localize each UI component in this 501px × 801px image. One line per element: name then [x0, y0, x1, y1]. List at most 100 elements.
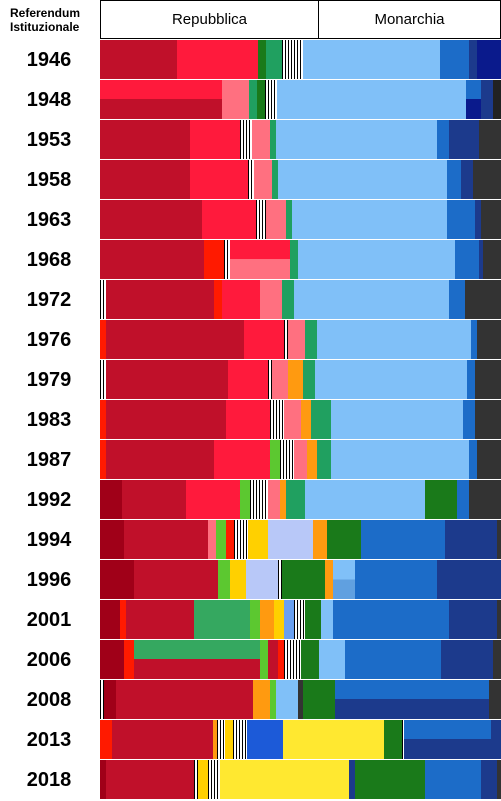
bar-segment: [335, 680, 489, 699]
bar-segment: [100, 160, 190, 199]
bar-segment: [475, 360, 501, 399]
bar-row-1946: [100, 40, 501, 80]
bar-segment: [331, 440, 469, 479]
bar-segment: [481, 99, 493, 119]
bar-segment: [425, 760, 481, 799]
bar-segment: [253, 680, 270, 699]
bar-segment: [447, 160, 461, 199]
year-label: 1996: [26, 568, 72, 591]
bar-segment: [260, 600, 274, 639]
bar-segment: [333, 560, 355, 599]
bar-segment: [244, 320, 284, 359]
bar-segment: [198, 760, 208, 799]
bar-segment: [257, 99, 265, 119]
year-label: 1983: [26, 408, 72, 431]
bar-row-1987: [100, 440, 501, 480]
bar-segment: [402, 739, 404, 759]
bar-segment: [307, 440, 317, 479]
bar-segment: [483, 240, 501, 259]
bar-segment: [301, 400, 311, 439]
year-label: 2008: [26, 688, 72, 711]
bar-segment: [276, 680, 298, 699]
bar-segment: [489, 680, 501, 699]
bar-segment: [319, 640, 345, 659]
bar-segment: [493, 640, 501, 659]
bar-segment: [100, 699, 104, 719]
bar-segment: [284, 400, 301, 439]
bar-segment: [493, 99, 501, 119]
bar-segment: [355, 560, 437, 599]
bar-segment: [100, 320, 106, 359]
bar-segment: [104, 699, 116, 719]
bar-segment: [345, 640, 441, 659]
bar-row-1992: [100, 480, 501, 520]
bar-segment: [440, 40, 469, 79]
header-repubblica: Repubblica: [100, 0, 319, 39]
bar-segment: [124, 640, 134, 659]
bar-row-1958: [100, 160, 501, 200]
year-label: 1987: [26, 448, 72, 471]
bar-segment: [234, 520, 248, 559]
bar-segment: [106, 760, 118, 799]
bar-segment: [249, 80, 257, 99]
bar-row-2018: [100, 760, 501, 800]
bar-segment: [122, 480, 186, 519]
bar-segment: [465, 280, 501, 319]
bar-segment: [491, 739, 501, 759]
bar-segment: [479, 120, 501, 159]
bar-segment: [477, 40, 501, 79]
bar-segment: [100, 240, 204, 259]
bar-segment: [466, 80, 481, 99]
bar-segment: [315, 360, 467, 399]
bar-segment: [249, 99, 257, 119]
year-label: 1946: [26, 48, 72, 71]
bar-segment: [335, 699, 489, 719]
bar-segment: [134, 560, 218, 599]
bar-segment: [270, 120, 276, 159]
bar-segment: [288, 360, 303, 399]
bar-segment: [467, 360, 475, 399]
bar-segment: [233, 739, 247, 759]
bar-segment: [455, 259, 479, 279]
bar-segment: [441, 659, 493, 679]
bar-segment: [120, 600, 126, 639]
bar-segment: [349, 760, 355, 799]
bar-segment: [469, 440, 477, 479]
bar-segment: [303, 699, 335, 719]
bar-segment: [292, 200, 447, 239]
bar-segment: [217, 720, 225, 739]
bar-segment: [278, 640, 284, 659]
corner-title: Referendum Istituzionale: [0, 0, 100, 39]
bar-segment: [481, 200, 501, 239]
bar-segment: [305, 600, 321, 639]
bar-segment: [100, 720, 112, 739]
bar-segment: [455, 240, 479, 259]
bar-segment: [258, 40, 266, 79]
bar-segment: [268, 520, 313, 559]
bar-segment: [277, 99, 466, 119]
bar-segment: [361, 520, 445, 559]
bar-segment: [301, 659, 319, 679]
bar-segment: [290, 259, 298, 279]
year-label: 2006: [26, 648, 72, 671]
bar-segment: [384, 739, 402, 759]
bar-row-2006: [100, 640, 501, 680]
bar-segment: [252, 120, 270, 159]
bar-segment: [112, 739, 213, 759]
bar-segment: [224, 259, 230, 279]
bar-segment: [106, 280, 214, 319]
bar-segment: [268, 360, 272, 399]
bar-segment: [116, 699, 253, 719]
bar-row-2008: [100, 680, 501, 720]
bar-segment: [106, 320, 244, 359]
bar-row-1948: [100, 80, 501, 120]
bar-segment: [124, 659, 134, 679]
bar-segment: [286, 480, 305, 519]
bar-segment: [266, 200, 286, 239]
bar-segment: [493, 80, 501, 99]
bar-segment: [257, 80, 265, 99]
bar-segment: [288, 320, 305, 359]
bar-segment: [186, 480, 240, 519]
bar-segment: [303, 40, 440, 79]
bar-segment: [319, 659, 345, 679]
